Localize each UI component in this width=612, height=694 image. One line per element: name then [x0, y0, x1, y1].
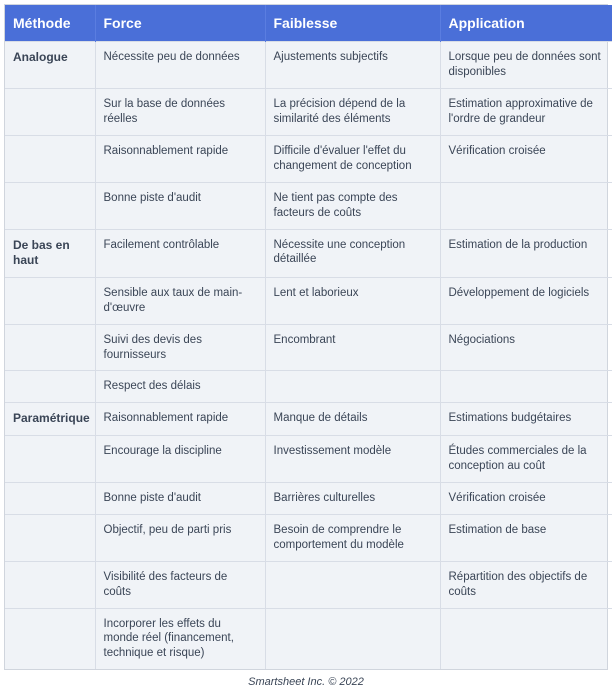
cell-force: Encourage la discipline: [95, 435, 265, 482]
cell-application: Développement de logiciels: [440, 277, 612, 324]
cell-application: [440, 371, 612, 403]
cell-weakness: Lent et laborieux: [265, 277, 440, 324]
cell-application: Répartition des objectifs de coûts: [440, 561, 612, 608]
cell-weakness: Manque de détails: [265, 403, 440, 436]
methods-table-container: Méthode Force Faiblesse Application Anal…: [4, 4, 608, 670]
cell-force: Raisonnablement rapide: [95, 403, 265, 436]
cell-application: [440, 608, 612, 669]
cell-force: Objectif, peu de parti pris: [95, 514, 265, 561]
table-row: Encourage la discipline Investissement m…: [5, 435, 612, 482]
cell-application: Estimation de la production: [440, 229, 612, 277]
table-body: Analogue Nécessite peu de données Ajuste…: [5, 42, 612, 670]
table-row: Suivi des devis des fournisseurs Encombr…: [5, 324, 612, 371]
table-row: Analogue Nécessite peu de données Ajuste…: [5, 42, 612, 89]
table-row: Sensible aux taux de main-d'œuvre Lent e…: [5, 277, 612, 324]
cell-weakness: Encombrant: [265, 324, 440, 371]
cell-application: Estimation de base: [440, 514, 612, 561]
cell-weakness: Barrières culturelles: [265, 482, 440, 514]
cell-method: De bas en haut: [5, 229, 95, 277]
table-row: Sur la base de données réelles La précis…: [5, 88, 612, 135]
cell-force: Visibilité des facteurs de coûts: [95, 561, 265, 608]
table-row: Bonne piste d'audit Barrières culturelle…: [5, 482, 612, 514]
cell-force: Respect des délais: [95, 371, 265, 403]
cell-weakness: [265, 561, 440, 608]
cell-method: [5, 182, 95, 229]
table-row: De bas en haut Facilement contrôlable Né…: [5, 229, 612, 277]
cell-force: Bonne piste d'audit: [95, 482, 265, 514]
cell-application: Vérification croisée: [440, 135, 612, 182]
col-header-weakness: Faiblesse: [265, 5, 440, 42]
cell-application: Vérification croisée: [440, 482, 612, 514]
cell-method: [5, 277, 95, 324]
cell-weakness: Ajustements subjectifs: [265, 42, 440, 89]
cell-weakness: [265, 371, 440, 403]
cell-application: Estimations budgétaires: [440, 403, 612, 436]
cell-force: Sur la base de données réelles: [95, 88, 265, 135]
table-row: Respect des délais: [5, 371, 612, 403]
footer-copyright: Smartsheet Inc. © 2022: [4, 670, 608, 690]
cell-method: [5, 135, 95, 182]
cell-method: Analogue: [5, 42, 95, 89]
cell-method: Paramétrique: [5, 403, 95, 436]
cell-force: Sensible aux taux de main-d'œuvre: [95, 277, 265, 324]
cell-method: [5, 608, 95, 669]
col-header-force: Force: [95, 5, 265, 42]
cell-weakness: [265, 608, 440, 669]
cell-application: Lorsque peu de données sont disponibles: [440, 42, 612, 89]
cell-force: Facilement contrôlable: [95, 229, 265, 277]
table-row: Bonne piste d'audit Ne tient pas compte …: [5, 182, 612, 229]
table-row: Raisonnablement rapide Difficile d'évalu…: [5, 135, 612, 182]
cell-force: Bonne piste d'audit: [95, 182, 265, 229]
cell-weakness: Difficile d'évaluer l'effet du changemen…: [265, 135, 440, 182]
cell-force: Suivi des devis des fournisseurs: [95, 324, 265, 371]
cell-application: Estimation approximative de l'ordre de g…: [440, 88, 612, 135]
cell-weakness: La précision dépend de la similarité des…: [265, 88, 440, 135]
cell-weakness: Nécessite une conception détaillée: [265, 229, 440, 277]
methods-table: Méthode Force Faiblesse Application Anal…: [5, 5, 612, 669]
col-header-method: Méthode: [5, 5, 95, 42]
table-header-row: Méthode Force Faiblesse Application: [5, 5, 612, 42]
cell-method: [5, 514, 95, 561]
cell-weakness: Besoin de comprendre le comportement du …: [265, 514, 440, 561]
cell-weakness: Ne tient pas compte des facteurs de coût…: [265, 182, 440, 229]
cell-weakness: Investissement modèle: [265, 435, 440, 482]
cell-application: [440, 182, 612, 229]
cell-method: [5, 435, 95, 482]
cell-method: [5, 561, 95, 608]
cell-force: Raisonnablement rapide: [95, 135, 265, 182]
cell-force: Nécessite peu de données: [95, 42, 265, 89]
table-row: Incorporer les effets du monde réel (fin…: [5, 608, 612, 669]
cell-method: [5, 482, 95, 514]
cell-method: [5, 324, 95, 371]
table-row: Objectif, peu de parti pris Besoin de co…: [5, 514, 612, 561]
cell-method: [5, 371, 95, 403]
cell-force: Incorporer les effets du monde réel (fin…: [95, 608, 265, 669]
cell-application: Négociations: [440, 324, 612, 371]
table-row: Paramétrique Raisonnablement rapide Manq…: [5, 403, 612, 436]
cell-method: [5, 88, 95, 135]
cell-application: Études commerciales de la conception au …: [440, 435, 612, 482]
col-header-application: Application: [440, 5, 612, 42]
table-row: Visibilité des facteurs de coûts Réparti…: [5, 561, 612, 608]
